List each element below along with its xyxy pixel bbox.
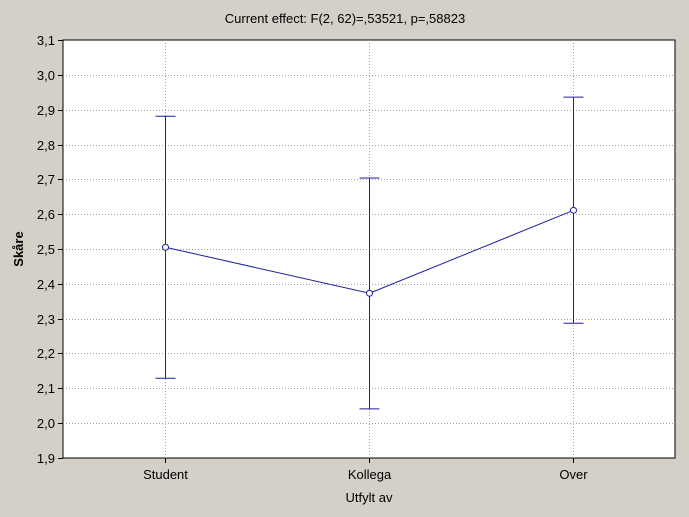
y-tick-label: 2,4 xyxy=(37,277,55,292)
y-tick-label: 2,9 xyxy=(37,103,55,118)
y-tick-label: 2,6 xyxy=(37,207,55,222)
points-layer xyxy=(162,206,577,297)
y-tick-label: 2,0 xyxy=(37,416,55,431)
y-tick-label: 2,8 xyxy=(37,138,55,153)
data-point xyxy=(162,243,169,251)
x-tick-label: Kollega xyxy=(348,467,392,482)
y-axis-label: Skåre xyxy=(11,231,26,266)
y-tick-label: 1,9 xyxy=(37,451,55,466)
y-tick-label: 2,7 xyxy=(37,172,55,187)
y-tick-label: 2,1 xyxy=(37,381,55,396)
x-axis-label: Utfylt av xyxy=(346,490,393,505)
x-axis: Student Kollega Over xyxy=(143,458,588,482)
y-tick-label: 3,1 xyxy=(37,33,55,48)
x-tick-label: Student xyxy=(143,467,188,482)
y-tick-label: 2,2 xyxy=(37,346,55,361)
y-tick-label: 3,0 xyxy=(37,68,55,83)
y-axis: 1,9 2,0 2,1 2,2 2,3 2,4 2,5 2,6 2,7 2,8 2,9 3,0 3,1 xyxy=(37,33,63,466)
y-tick-label: 2,3 xyxy=(37,312,55,327)
x-tick-label: Over xyxy=(559,467,588,482)
data-point xyxy=(366,289,373,297)
data-point xyxy=(570,206,577,214)
y-tick-label: 2,5 xyxy=(37,242,55,257)
chart-title: Current effect: F(2, 62)=,53521, p=,5882… xyxy=(225,11,465,26)
